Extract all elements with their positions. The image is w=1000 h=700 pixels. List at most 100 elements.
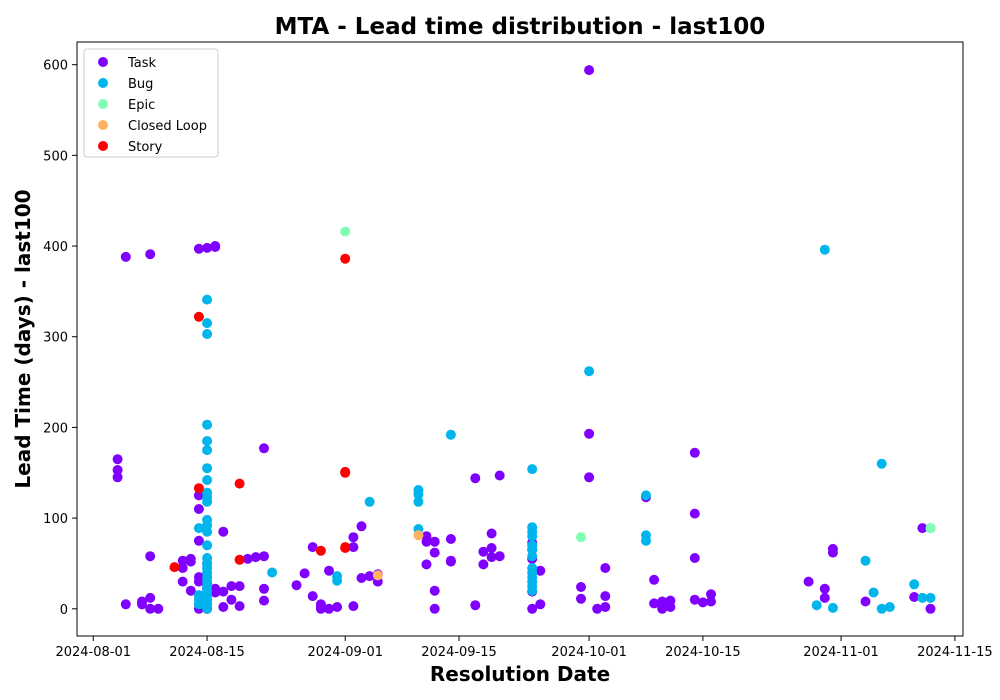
data-point bbox=[153, 603, 164, 614]
data-point bbox=[202, 496, 213, 507]
data-point bbox=[413, 496, 424, 507]
data-point bbox=[876, 458, 887, 469]
data-point bbox=[145, 592, 156, 603]
data-point bbox=[307, 591, 318, 602]
data-point bbox=[429, 585, 440, 596]
series-closed-loop bbox=[372, 530, 424, 581]
data-point bbox=[348, 532, 359, 543]
legend-marker bbox=[98, 141, 108, 151]
data-point bbox=[584, 366, 595, 377]
legend-label: Epic bbox=[128, 98, 155, 113]
data-point bbox=[827, 543, 838, 554]
data-point bbox=[803, 576, 814, 587]
data-point bbox=[185, 556, 196, 567]
data-point bbox=[689, 553, 700, 563]
data-point bbox=[657, 603, 668, 614]
plot-area-frame bbox=[76, 41, 964, 637]
data-point bbox=[340, 467, 351, 478]
data-point bbox=[250, 552, 261, 563]
x-axis: 2024-08-01 2024-08-15 2024-09-01 2024-09-15… bbox=[55, 636, 993, 660]
data-point bbox=[413, 489, 424, 500]
series-story bbox=[169, 253, 351, 573]
y-tick-label: 300 bbox=[43, 331, 68, 346]
data-point bbox=[120, 251, 131, 262]
legend-box bbox=[83, 48, 219, 158]
data-point bbox=[665, 595, 676, 606]
data-point bbox=[576, 593, 586, 604]
data-point bbox=[226, 594, 237, 605]
data-point bbox=[202, 526, 213, 537]
data-point bbox=[242, 553, 253, 564]
data-point bbox=[177, 563, 188, 573]
data-point bbox=[193, 594, 204, 605]
data-point bbox=[641, 535, 651, 546]
data-point bbox=[234, 478, 245, 489]
data-point bbox=[291, 580, 302, 591]
data-point bbox=[202, 603, 213, 614]
data-point bbox=[470, 600, 481, 611]
data-point bbox=[202, 242, 213, 253]
data-point bbox=[364, 571, 375, 582]
data-point bbox=[120, 599, 131, 610]
data-point bbox=[535, 599, 546, 610]
data-point bbox=[202, 463, 213, 474]
data-point bbox=[356, 573, 367, 583]
data-point bbox=[145, 603, 156, 614]
data-point bbox=[112, 454, 123, 465]
data-point bbox=[576, 532, 586, 543]
data-point bbox=[421, 536, 432, 547]
data-point bbox=[689, 447, 700, 458]
data-point bbox=[429, 603, 440, 614]
legend-label: Closed Loop bbox=[128, 119, 207, 134]
y-tick-label: 0 bbox=[60, 603, 68, 618]
chart-title: MTA - Lead time distribution - last100 bbox=[275, 14, 766, 40]
data-point bbox=[819, 244, 830, 255]
data-point bbox=[689, 508, 700, 519]
data-point bbox=[827, 602, 838, 613]
data-point bbox=[202, 445, 213, 456]
y-tick-label: 500 bbox=[43, 149, 68, 164]
data-point bbox=[193, 243, 204, 254]
data-point bbox=[332, 602, 343, 612]
data-point bbox=[324, 565, 334, 576]
data-point bbox=[600, 602, 611, 612]
data-point bbox=[364, 496, 375, 507]
data-point bbox=[259, 443, 269, 454]
x-tick-label: 2024-08-15 bbox=[169, 645, 245, 660]
data-point bbox=[177, 555, 188, 566]
data-point bbox=[202, 475, 213, 485]
x-tick-label: 2024-10-15 bbox=[665, 645, 741, 660]
data-point bbox=[226, 581, 237, 592]
legend-marker bbox=[98, 120, 108, 130]
data-point bbox=[527, 531, 538, 542]
data-point bbox=[884, 602, 895, 612]
data-point bbox=[413, 530, 424, 541]
data-point bbox=[697, 597, 708, 608]
data-point bbox=[234, 601, 245, 612]
data-point bbox=[193, 576, 204, 587]
data-point bbox=[600, 563, 611, 573]
data-point bbox=[917, 523, 928, 534]
data-point bbox=[259, 583, 269, 594]
data-point bbox=[925, 592, 936, 603]
data-point bbox=[535, 565, 546, 576]
y-tick-label: 200 bbox=[43, 421, 68, 436]
data-point bbox=[527, 585, 538, 596]
data-point bbox=[218, 602, 229, 612]
data-point bbox=[218, 526, 229, 537]
data-point bbox=[478, 559, 489, 570]
data-point bbox=[202, 436, 213, 446]
data-point bbox=[494, 470, 505, 481]
data-point bbox=[324, 603, 334, 614]
data-point bbox=[259, 595, 269, 606]
data-point bbox=[909, 592, 920, 602]
legend-label: Task bbox=[127, 56, 157, 71]
data-point bbox=[259, 551, 269, 562]
data-point bbox=[315, 545, 326, 556]
data-point bbox=[649, 598, 660, 609]
x-tick-label: 2024-09-15 bbox=[421, 645, 497, 660]
data-point bbox=[584, 472, 595, 483]
data-point bbox=[193, 504, 204, 514]
data-point bbox=[706, 596, 716, 607]
